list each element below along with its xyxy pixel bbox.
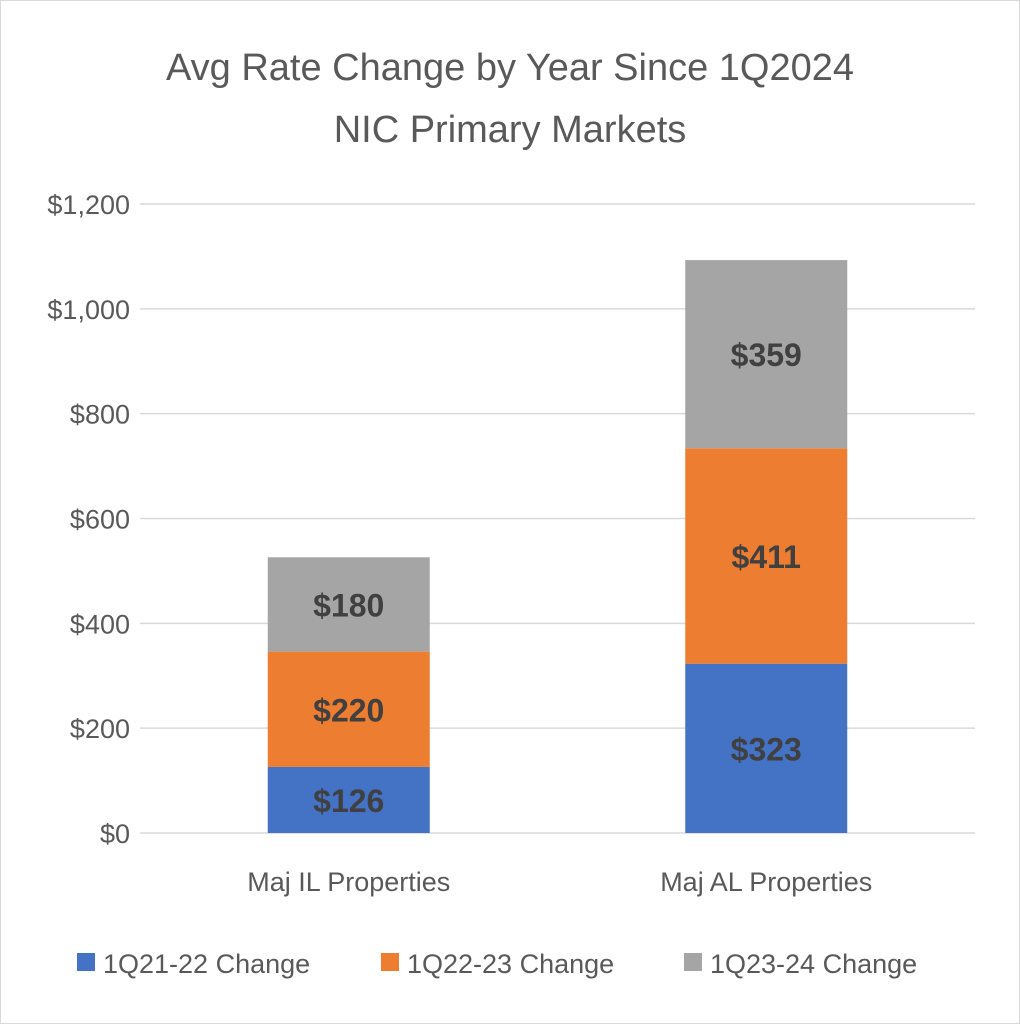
data-label: $359 [731,337,802,373]
bar-segment [267,766,430,833]
y-tick-label: $800 [70,400,130,430]
y-tick-label: $1,000 [47,295,130,325]
bar-segment [685,448,848,664]
data-label: $411 [732,539,801,575]
y-tick-label: $600 [70,505,130,535]
legend-label: 1Q22-23 Change [407,949,614,979]
chart-title: Avg Rate Change by Year Since 1Q2024 [166,47,854,89]
y-tick-label: $200 [70,714,130,744]
x-category-label: Maj AL Properties [660,867,872,897]
legend-swatch [684,953,702,971]
gridlines [140,203,975,834]
x-axis-categories: Maj IL Properties Maj AL Properties [247,867,872,897]
y-tick-label: $0 [100,819,130,849]
legend-swatch [77,953,95,971]
legend: 1Q21-22 Change 1Q22-23 Change 1Q23-24 Chan… [77,949,917,979]
y-tick-label: $1,200 [47,190,130,220]
bar-segment [267,651,430,767]
bar-segment [685,260,848,449]
legend-label: 1Q21-22 Change [103,949,310,979]
x-category-label: Maj IL Properties [247,867,450,897]
bar-segment [267,557,430,652]
y-axis-ticks: $0 $200 $400 $600 $800 $1,000 $1,200 [47,190,130,849]
data-label: $220 [313,692,384,728]
y-tick-label: $400 [70,609,130,639]
legend-swatch [381,953,399,971]
data-label: $323 [731,731,802,767]
data-label: $180 [313,587,384,623]
bar-segment [685,663,848,833]
legend-label: 1Q23-24 Change [710,949,917,979]
data-label: $126 [313,783,384,819]
bars: $126 $220 $180 $323 $411 $359 [267,260,848,833]
chart-subtitle: NIC Primary Markets [334,109,687,151]
